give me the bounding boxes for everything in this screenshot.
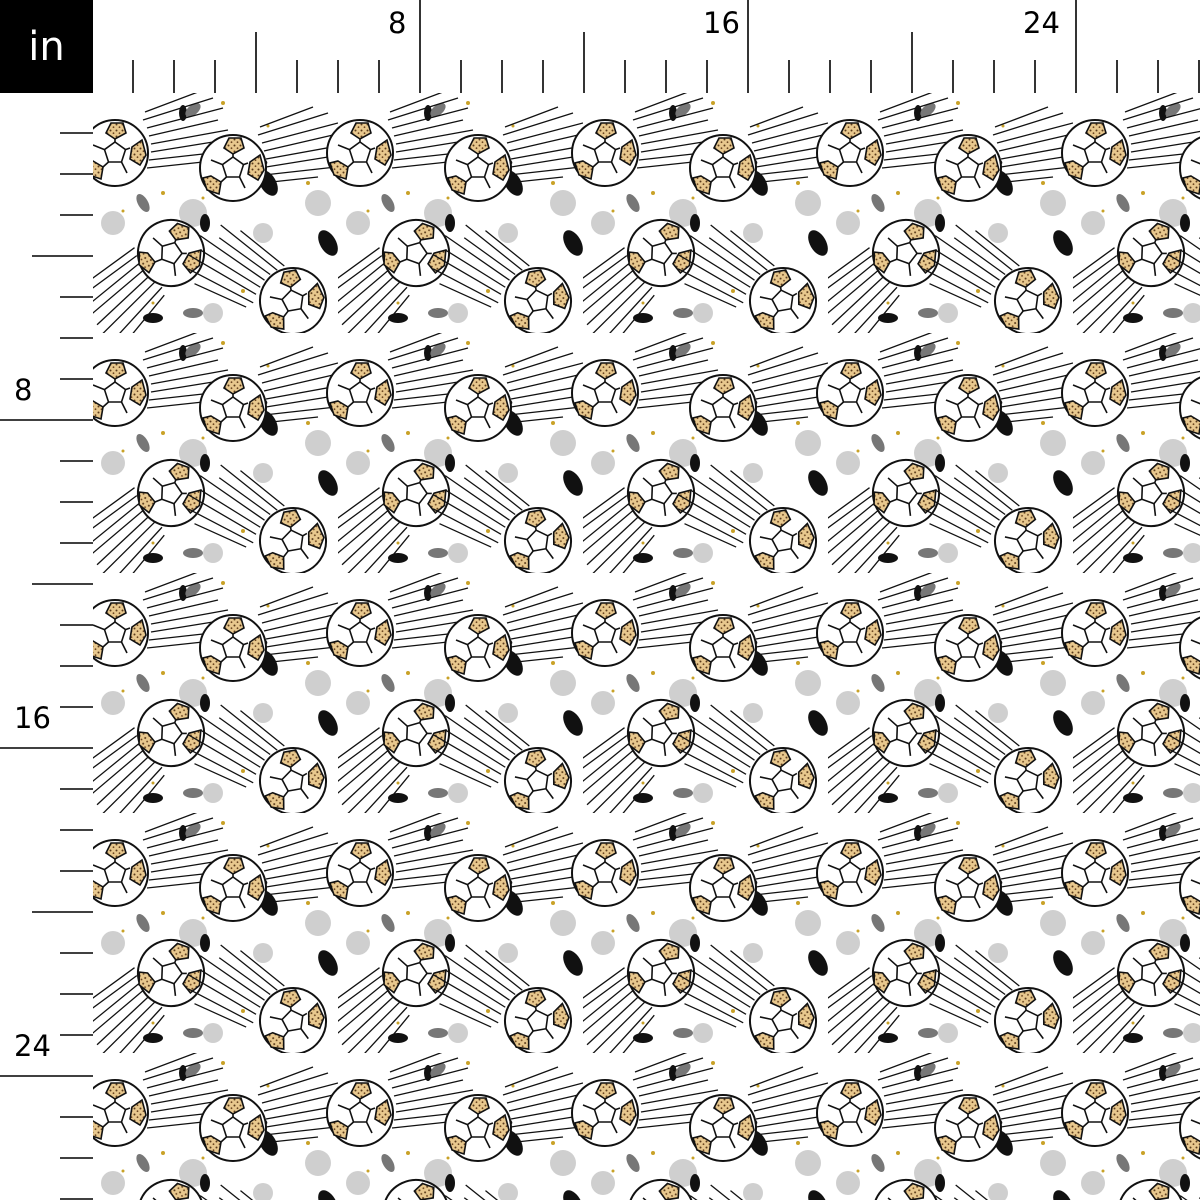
left-label-24: 24 bbox=[14, 1029, 51, 1063]
top-ruler: 8 16 24 bbox=[93, 0, 1200, 93]
top-label-24: 24 bbox=[1023, 6, 1060, 40]
fabric-pattern bbox=[93, 93, 1200, 1200]
left-ruler: 8 16 24 bbox=[0, 93, 93, 1200]
soccer-ball-pattern-fill bbox=[93, 93, 1200, 1200]
left-label-8: 8 bbox=[14, 373, 33, 407]
left-label-16: 16 bbox=[14, 701, 51, 735]
unit-label: in bbox=[28, 23, 65, 70]
top-label-8: 8 bbox=[388, 6, 407, 40]
top-label-16: 16 bbox=[703, 6, 740, 40]
unit-badge: in bbox=[0, 0, 93, 93]
left-ruler-ticks bbox=[0, 132, 93, 1200]
top-ruler-ticks bbox=[132, 0, 1200, 93]
